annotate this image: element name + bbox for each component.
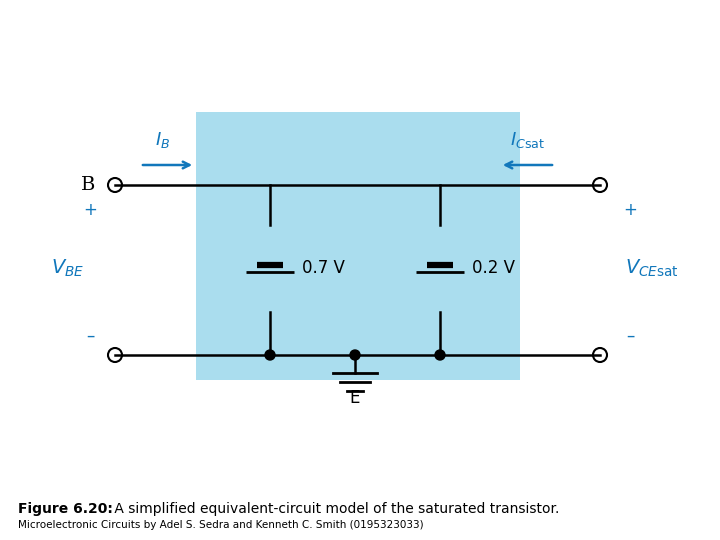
Text: B: B: [81, 176, 95, 194]
Text: –: –: [626, 327, 634, 345]
Bar: [196, 112, 520, 380]
Text: $\mathit{V}_{\mathit{BE}}$: $\mathit{V}_{\mathit{BE}}$: [51, 258, 85, 279]
Text: Figure 6.20:: Figure 6.20:: [18, 502, 113, 516]
Text: 0.7 V: 0.7 V: [302, 259, 345, 277]
Text: 0.2 V: 0.2 V: [472, 259, 515, 277]
Text: $\mathit{I}_{\mathit{C}\mathrm{sat}}$: $\mathit{I}_{\mathit{C}\mathrm{sat}}$: [510, 130, 546, 150]
Circle shape: [435, 350, 445, 360]
Circle shape: [350, 350, 360, 360]
Text: $\mathit{V}_{\mathit{CE}\mathrm{sat}}$: $\mathit{V}_{\mathit{CE}\mathrm{sat}}$: [625, 258, 679, 279]
Circle shape: [265, 350, 275, 360]
Text: A simplified equivalent-circuit model of the saturated transistor.: A simplified equivalent-circuit model of…: [110, 502, 559, 516]
Text: –: –: [86, 327, 94, 345]
Text: +: +: [83, 201, 97, 219]
Text: $\mathit{I}_{\mathit{B}}$: $\mathit{I}_{\mathit{B}}$: [156, 130, 171, 150]
Text: E: E: [350, 389, 360, 407]
Text: +: +: [623, 201, 637, 219]
Text: Microelectronic Circuits by Adel S. Sedra and Kenneth C. Smith (0195323033): Microelectronic Circuits by Adel S. Sedr…: [18, 520, 423, 530]
